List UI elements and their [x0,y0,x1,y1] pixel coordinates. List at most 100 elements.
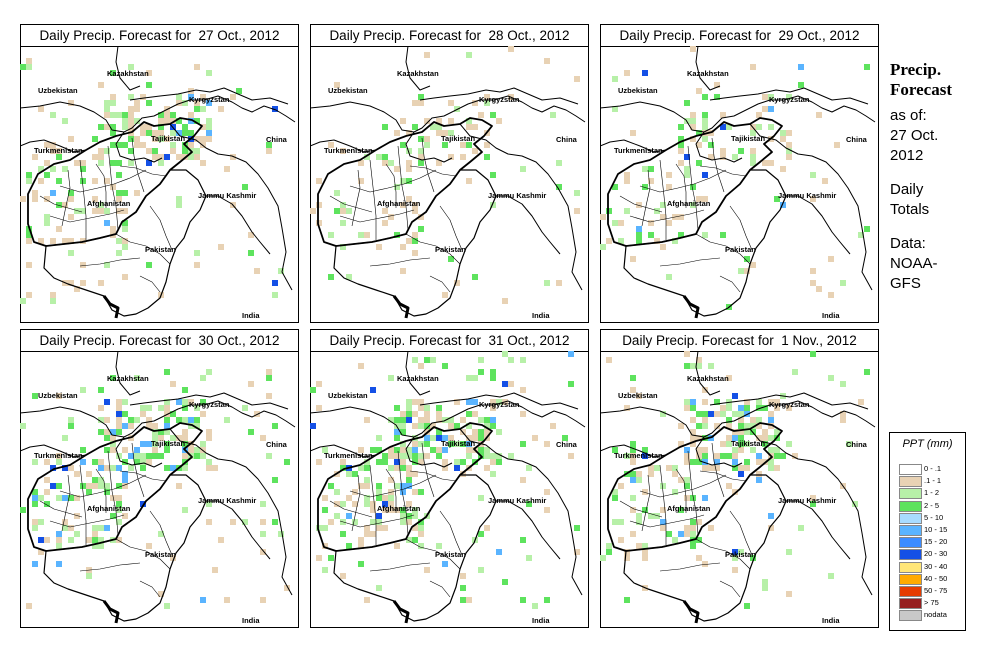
province-border [149,510,173,556]
precip-cell [158,124,164,130]
precip-cell [732,453,738,459]
precip-cell [508,357,514,363]
province-border [79,464,87,545]
precip-cell [454,423,460,429]
precip-cell [394,543,400,549]
precip-cell [690,136,696,142]
precip-cell [648,232,654,238]
precip-cell [92,477,98,483]
precip-cell [128,136,134,142]
precip-cell [358,160,364,166]
province-border [369,159,377,240]
precip-cell [466,52,472,58]
precip-cell [684,525,690,531]
precip-cell [206,501,212,507]
precip-cell [418,363,424,369]
precip-cell [74,531,80,537]
precip-cell [310,423,316,429]
province-border [39,195,83,213]
precip-cell [146,441,152,447]
precip-cell [212,567,218,573]
precip-cell [122,423,128,429]
precip-cell [726,375,732,381]
precip-cell [248,429,254,435]
precip-cell [810,501,816,507]
precip-cell [194,447,200,453]
precip-cell [406,178,412,184]
province-border [675,468,687,513]
precip-cell [738,441,744,447]
precip-cell [194,250,200,256]
precip-cell [478,429,484,435]
forecast-panel-1: Daily Precip. Forecast for 27 Oct., 2012… [20,24,299,323]
precip-cell [80,262,86,268]
precip-cell [382,124,388,130]
country-border [749,428,873,596]
precip-cell [364,465,370,471]
precip-cell [472,435,478,441]
precip-cell [158,591,164,597]
precip-cell [642,489,648,495]
precip-cell [358,537,364,543]
precip-cell [98,459,104,465]
precip-cell [104,483,110,489]
precip-cell [98,160,104,166]
precip-cell [80,178,86,184]
precip-cell [230,154,236,160]
precip-cell [50,190,56,196]
precip-cell [32,459,38,465]
precip-cell [726,417,732,423]
precip-cell [442,459,448,465]
precip-cell [316,381,322,387]
precip-cell [400,202,406,208]
precip-cell [122,459,128,465]
precip-cell [140,453,146,459]
precip-cell [316,405,322,411]
precip-cell [810,280,816,286]
precip-cell [406,513,412,519]
precip-cell [170,435,176,441]
precip-cell [466,597,472,603]
precip-cell [278,531,284,537]
precip-cell [26,64,32,70]
precip-cell [376,525,382,531]
precip-cell [116,399,122,405]
precip-cell [412,513,418,519]
precip-cell [574,190,580,196]
precip-cell [364,597,370,603]
precip-cell [472,429,478,435]
precip-cell [678,160,684,166]
precip-cell [182,100,188,106]
precip-cell [630,495,636,501]
precip-cell [110,100,116,106]
precip-cell [164,465,170,471]
precip-cell [394,483,400,489]
precip-cell [744,429,750,435]
precip-cell [684,459,690,465]
precip-cell [864,64,870,70]
precip-cell [316,202,322,208]
legend-label: 1 - 2 [924,488,940,498]
precip-cell [206,519,212,525]
precip-cell [116,537,122,543]
precip-cell [502,298,508,304]
precip-cell [406,196,412,202]
precip-cell [630,507,636,513]
province-border [329,195,373,213]
precip-cell [696,130,702,136]
precip-cell [702,417,708,423]
precip-cell [110,375,116,381]
precip-cell [116,160,122,166]
precip-cell [768,459,774,465]
precip-cell [104,220,110,226]
precip-cell [170,148,176,154]
precip-cell [636,519,642,525]
precip-cell [526,465,532,471]
coast-delta [682,600,700,624]
country-border [695,46,721,91]
precip-cell [194,262,200,268]
precip-cell [110,513,116,519]
country-border [405,46,431,91]
precip-cell [56,453,62,459]
coast-delta [102,600,120,624]
